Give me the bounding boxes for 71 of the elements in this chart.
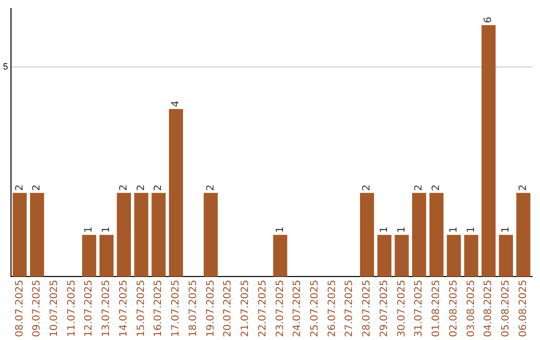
x-tick-label: 05.08.2025 <box>500 280 512 338</box>
data-label: 1 <box>101 226 112 233</box>
data-label: 2 <box>518 184 529 191</box>
x-tick-label: 21.07.2025 <box>240 280 252 338</box>
bar <box>360 192 374 277</box>
x-tick-label: 11.07.2025 <box>66 280 78 338</box>
x-tick-label: 28.07.2025 <box>362 280 373 338</box>
bar <box>82 234 96 277</box>
x-tick-label: 19.07.2025 <box>205 280 216 338</box>
x-tick-label: 06.08.2025 <box>518 280 529 338</box>
bar <box>204 192 218 277</box>
x-tick-label: 12.07.2025 <box>84 280 95 338</box>
x-tick-label: 26.07.2025 <box>326 280 338 338</box>
x-tick-label: 22.07.2025 <box>257 280 268 338</box>
bar <box>152 192 166 277</box>
bar <box>412 192 426 277</box>
x-tick-label: 14.07.2025 <box>118 280 130 338</box>
data-label: 2 <box>14 184 26 191</box>
bar <box>99 234 114 277</box>
x-tick-label: 16.07.2025 <box>153 280 164 338</box>
x-tick-label: 30.07.2025 <box>396 280 408 338</box>
bar <box>429 192 444 277</box>
x-tick-label: 13.07.2025 <box>101 280 112 338</box>
x-tick-label: 18.07.2025 <box>188 280 199 338</box>
x-tick-label: 27.07.2025 <box>344 280 356 338</box>
data-label: 2 <box>153 184 164 191</box>
bar <box>12 192 27 277</box>
data-label: 2 <box>32 184 43 191</box>
data-label: 1 <box>84 226 95 233</box>
bar <box>516 192 530 277</box>
bar <box>377 234 392 277</box>
bar <box>134 192 148 277</box>
x-tick-label: 17.07.2025 <box>170 280 182 338</box>
x-tick-label: 04.08.2025 <box>483 280 494 338</box>
bar <box>446 234 461 277</box>
x-tick-label: 02.08.2025 <box>448 280 460 338</box>
bar <box>30 192 44 277</box>
x-tick-label: 01.08.2025 <box>431 280 442 338</box>
data-label: 1 <box>274 226 286 233</box>
x-tick-label: 08.07.2025 <box>14 280 26 338</box>
data-label: 2 <box>118 184 130 191</box>
bar <box>464 234 478 277</box>
x-tick-label: 31.07.2025 <box>414 280 425 338</box>
data-label: 2 <box>205 184 216 191</box>
bar <box>498 234 513 277</box>
x-tick-label: 23.07.2025 <box>274 280 286 338</box>
data-label: 2 <box>136 184 147 191</box>
x-tick-label: 24.07.2025 <box>292 280 304 338</box>
data-label: 2 <box>362 184 373 191</box>
y-tick-label: 5 <box>2 62 8 72</box>
data-label: 2 <box>431 184 442 191</box>
data-label: 1 <box>500 226 512 233</box>
x-tick-label: 15.07.2025 <box>136 280 147 338</box>
data-label: 1 <box>448 226 460 233</box>
data-label: 4 <box>170 100 182 108</box>
x-tick-label: 20.07.2025 <box>222 280 234 338</box>
data-label: 1 <box>396 226 408 233</box>
data-label: 1 <box>378 226 390 233</box>
bar <box>116 192 131 277</box>
data-label: 6 <box>483 16 494 24</box>
bar <box>394 234 409 277</box>
bar <box>168 109 184 277</box>
bar <box>273 234 288 277</box>
x-tick-label: 09.07.2025 <box>32 280 43 338</box>
x-tick-label: 29.07.2025 <box>378 280 390 338</box>
x-tick-label: 10.07.2025 <box>49 280 60 338</box>
x-tick-label: 03.08.2025 <box>466 280 477 338</box>
data-label: 1 <box>466 226 477 233</box>
x-tick-label: 25.07.2025 <box>310 280 321 338</box>
data-label: 2 <box>414 184 425 191</box>
bar <box>482 25 496 277</box>
